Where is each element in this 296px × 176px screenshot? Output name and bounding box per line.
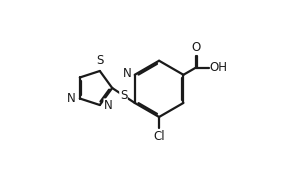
- Text: N: N: [67, 92, 76, 105]
- Text: OH: OH: [210, 61, 228, 74]
- Text: Cl: Cl: [153, 130, 165, 143]
- Text: S: S: [120, 89, 127, 102]
- Text: N: N: [123, 67, 132, 80]
- Text: O: O: [191, 41, 201, 54]
- Text: N: N: [104, 99, 112, 112]
- Text: S: S: [96, 54, 104, 67]
